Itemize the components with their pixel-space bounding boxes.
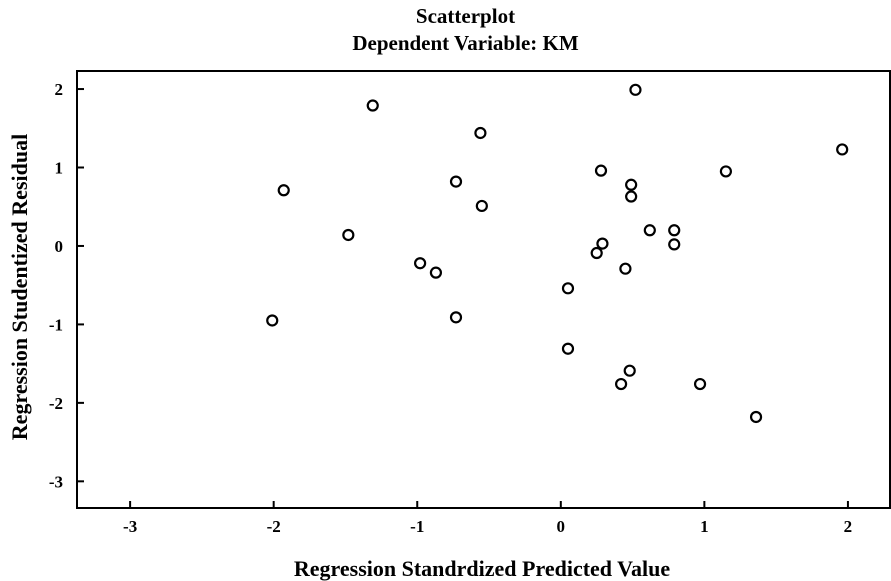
data-point bbox=[277, 184, 290, 197]
data-point bbox=[561, 342, 575, 355]
data-point bbox=[449, 311, 463, 324]
data-point bbox=[615, 377, 628, 391]
chart-subtitle: Dependent Variable: KM bbox=[352, 31, 579, 55]
data-point bbox=[474, 126, 487, 140]
data-point bbox=[596, 237, 609, 250]
data-point bbox=[623, 364, 636, 377]
x-tick-label: -1 bbox=[410, 517, 424, 536]
data-point bbox=[366, 99, 379, 112]
y-axis-label: Regression Studentized Residual bbox=[7, 134, 32, 440]
y-tick-label: 2 bbox=[55, 80, 64, 99]
data-point bbox=[836, 143, 849, 156]
data-point bbox=[266, 314, 279, 327]
data-point bbox=[475, 199, 488, 213]
data-point bbox=[561, 282, 575, 295]
plot-frame bbox=[76, 70, 891, 509]
data-point bbox=[590, 246, 603, 260]
y-tick-label: -2 bbox=[49, 394, 63, 413]
x-tick-label: 0 bbox=[557, 517, 566, 536]
data-point bbox=[719, 165, 733, 178]
data-point bbox=[594, 164, 608, 177]
data-point bbox=[749, 410, 763, 424]
y-tick-label: 1 bbox=[55, 159, 64, 178]
x-tick-label: 2 bbox=[844, 517, 853, 536]
data-point bbox=[429, 266, 443, 279]
data-point bbox=[619, 262, 632, 275]
x-tick-label: -2 bbox=[267, 517, 281, 536]
data-point bbox=[625, 178, 638, 191]
data-point bbox=[449, 175, 463, 188]
data-point bbox=[629, 83, 642, 96]
data-point bbox=[414, 257, 427, 270]
y-tick-label: -1 bbox=[49, 315, 63, 334]
y-tick-label: -3 bbox=[49, 472, 63, 491]
data-point bbox=[668, 238, 681, 251]
data-point bbox=[693, 377, 707, 391]
data-point bbox=[643, 224, 656, 237]
y-tick-label: 0 bbox=[55, 237, 64, 256]
data-point bbox=[668, 224, 681, 237]
data-point bbox=[625, 190, 638, 203]
x-tick-label: 1 bbox=[700, 517, 709, 536]
chart-title: Scatterplot bbox=[415, 4, 516, 28]
x-axis-label: Regression Standrdized Predicted Value bbox=[294, 556, 670, 581]
x-tick-label: -3 bbox=[123, 517, 137, 536]
data-point bbox=[342, 228, 355, 242]
